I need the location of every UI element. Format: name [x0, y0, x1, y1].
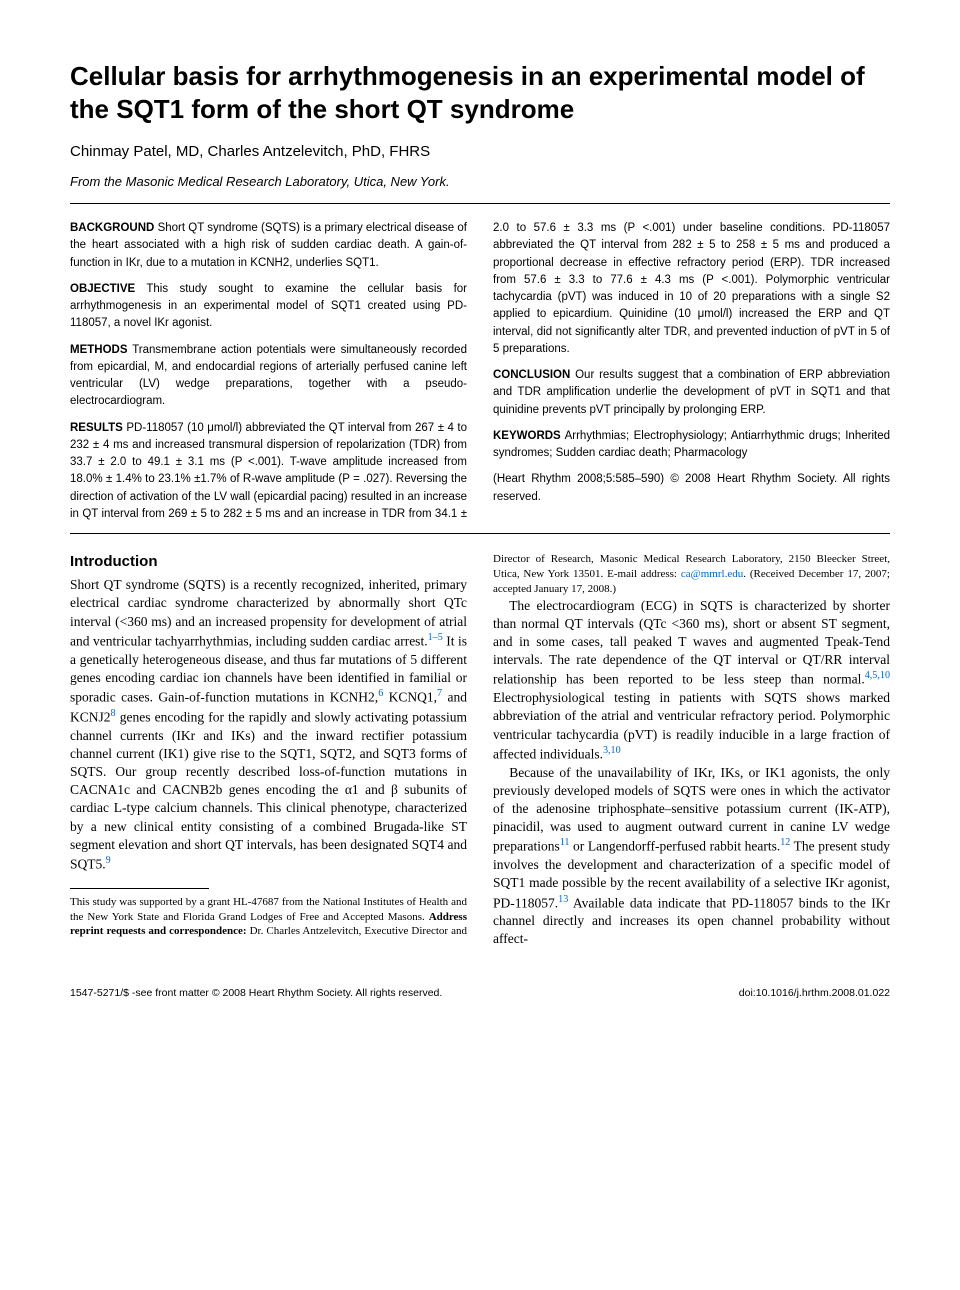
affiliation: From the Masonic Medical Research Labora…	[70, 174, 890, 189]
ref-3-10[interactable]: 3,10	[603, 745, 621, 756]
abstract-background: BACKGROUND Short QT syndrome (SQTS) is a…	[70, 220, 467, 272]
text-methods: Transmembrane action potentials were sim…	[70, 344, 467, 408]
intro-p1: Short QT syndrome (SQTS) is a recently r…	[70, 576, 467, 874]
email-link[interactable]: ca@mmrl.edu	[681, 568, 743, 580]
abstract-keywords: KEYWORDS Arrhythmias; Electrophysiology;…	[493, 428, 890, 463]
ref-9[interactable]: 9	[106, 855, 111, 866]
footer-left: 1547-5271/$ -see front matter © 2008 Hea…	[70, 987, 442, 999]
abstract-objective: OBJECTIVE This study sought to examine t…	[70, 281, 467, 333]
label-methods: METHODS	[70, 344, 128, 356]
body-columns: Introduction Short QT syndrome (SQTS) is…	[70, 552, 890, 949]
ref-4-5-10[interactable]: 4,5,10	[865, 670, 890, 681]
label-objective: OBJECTIVE	[70, 283, 135, 295]
ref-12[interactable]: 12	[780, 837, 790, 848]
footnote-separator	[70, 888, 209, 889]
heading-introduction: Introduction	[70, 552, 467, 572]
divider-top	[70, 203, 890, 204]
author-list: Chinmay Patel, MD, Charles Antzelevitch,…	[70, 143, 890, 160]
ref-1-5[interactable]: 1–5	[428, 632, 443, 643]
ref-11[interactable]: 11	[560, 837, 570, 848]
abstract-citation: (Heart Rhythm 2008;5:585–590) © 2008 Hea…	[493, 471, 890, 506]
article-title: Cellular basis for arrhythmogenesis in a…	[70, 60, 890, 125]
abstract-conclusion: CONCLUSION Our results suggest that a co…	[493, 367, 890, 419]
label-background: BACKGROUND	[70, 222, 154, 234]
label-keywords: KEYWORDS	[493, 430, 561, 442]
footer-right: doi:10.1016/j.hrthm.2008.01.022	[739, 987, 890, 999]
label-conclusion: CONCLUSION	[493, 369, 570, 381]
label-results: RESULTS	[70, 422, 123, 434]
intro-p2: The electrocardiogram (ECG) in SQTS is c…	[493, 597, 890, 764]
abstract-block: BACKGROUND Short QT syndrome (SQTS) is a…	[70, 220, 890, 523]
ref-13[interactable]: 13	[558, 894, 568, 905]
intro-p3: Because of the unavailability of IKr, IK…	[493, 764, 890, 949]
abstract-methods: METHODS Transmembrane action potentials …	[70, 342, 467, 411]
divider-mid	[70, 533, 890, 534]
page-footer: 1547-5271/$ -see front matter © 2008 Hea…	[70, 979, 890, 999]
